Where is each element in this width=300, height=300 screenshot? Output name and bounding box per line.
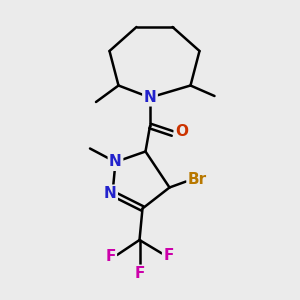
Text: F: F [105,249,116,264]
Text: O: O [175,124,188,140]
Text: F: F [164,248,174,262]
Text: F: F [134,266,145,281]
Text: N: N [109,154,122,169]
Text: Br: Br [188,172,207,188]
Text: N: N [144,90,156,105]
Text: N: N [104,186,116,201]
